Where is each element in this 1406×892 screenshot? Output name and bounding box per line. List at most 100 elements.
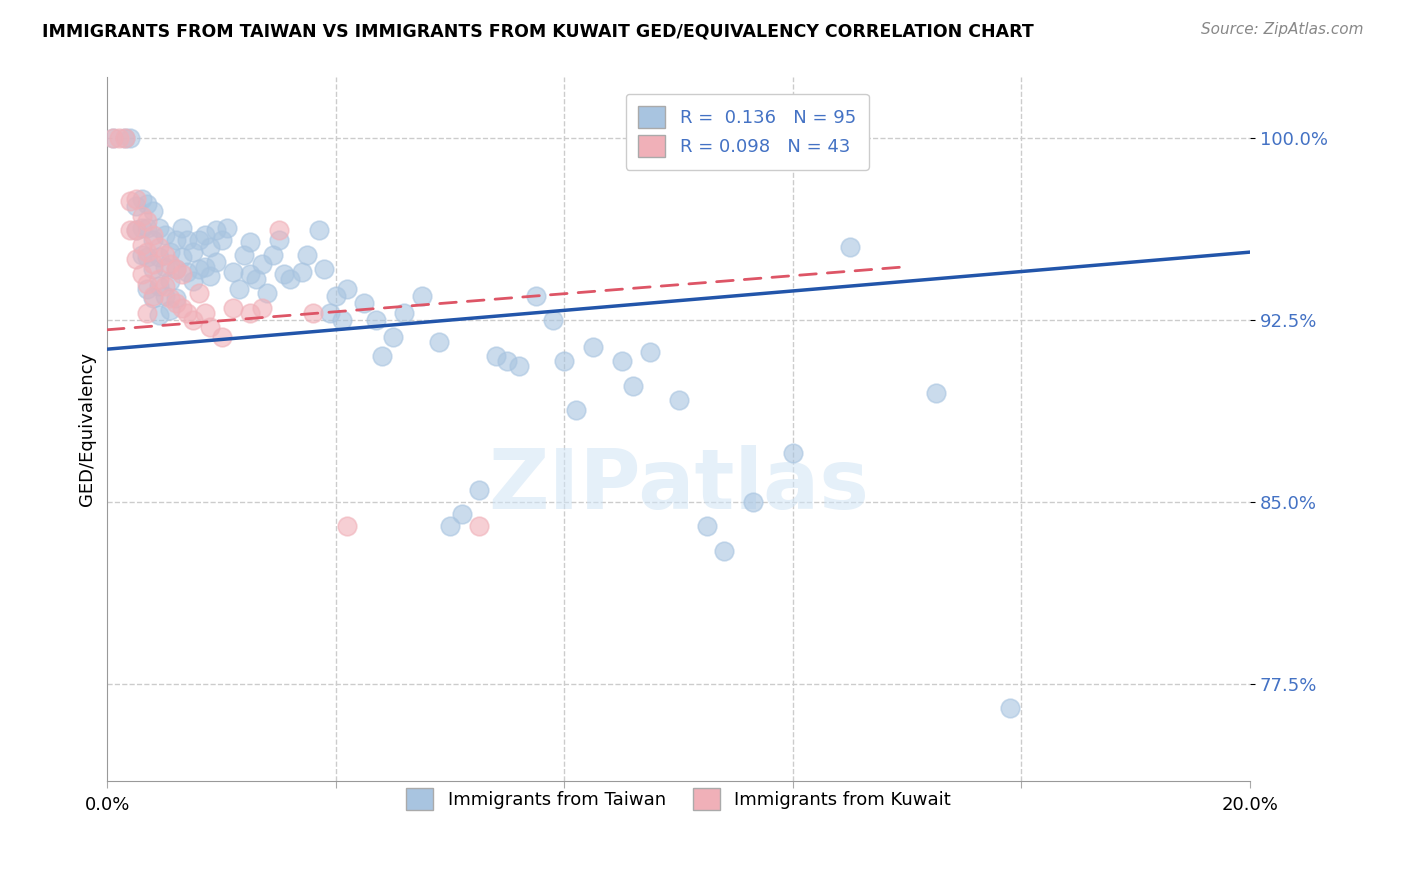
Point bbox=[170, 267, 193, 281]
Point bbox=[165, 262, 187, 277]
Point bbox=[125, 192, 148, 206]
Point bbox=[782, 446, 804, 460]
Point bbox=[314, 262, 336, 277]
Point bbox=[621, 378, 644, 392]
Point bbox=[524, 289, 547, 303]
Point bbox=[364, 313, 387, 327]
Point bbox=[450, 507, 472, 521]
Point bbox=[136, 220, 159, 235]
Point bbox=[136, 277, 159, 291]
Point bbox=[370, 350, 392, 364]
Point bbox=[142, 291, 165, 305]
Point bbox=[148, 250, 170, 264]
Point bbox=[176, 233, 198, 247]
Point bbox=[742, 495, 765, 509]
Point bbox=[325, 289, 347, 303]
Point bbox=[181, 313, 204, 327]
Point bbox=[142, 262, 165, 277]
Point bbox=[136, 250, 159, 264]
Text: ZIPatlas: ZIPatlas bbox=[488, 445, 869, 526]
Point bbox=[336, 281, 359, 295]
Point bbox=[142, 289, 165, 303]
Point bbox=[222, 264, 245, 278]
Point bbox=[565, 402, 588, 417]
Point bbox=[142, 228, 165, 243]
Point bbox=[610, 354, 633, 368]
Point bbox=[193, 228, 215, 243]
Point bbox=[839, 240, 862, 254]
Point bbox=[541, 313, 564, 327]
Point bbox=[187, 262, 209, 277]
Point bbox=[176, 306, 198, 320]
Point bbox=[245, 272, 267, 286]
Point bbox=[211, 330, 233, 344]
Point bbox=[256, 286, 278, 301]
Point bbox=[136, 213, 159, 227]
Point bbox=[131, 209, 153, 223]
Point bbox=[131, 237, 153, 252]
Point bbox=[467, 519, 489, 533]
Point bbox=[187, 233, 209, 247]
Point bbox=[200, 269, 222, 284]
Text: IMMIGRANTS FROM TAIWAN VS IMMIGRANTS FROM KUWAIT GED/EQUIVALENCY CORRELATION CHA: IMMIGRANTS FROM TAIWAN VS IMMIGRANTS FRO… bbox=[42, 22, 1033, 40]
Point bbox=[170, 301, 193, 315]
Point bbox=[696, 519, 718, 533]
Point bbox=[153, 289, 176, 303]
Point bbox=[308, 223, 330, 237]
Point bbox=[136, 245, 159, 260]
Point bbox=[998, 701, 1021, 715]
Point bbox=[125, 223, 148, 237]
Point bbox=[239, 235, 262, 250]
Point bbox=[170, 250, 193, 264]
Point bbox=[382, 330, 405, 344]
Point bbox=[553, 354, 575, 368]
Text: 20.0%: 20.0% bbox=[1222, 796, 1278, 814]
Point bbox=[159, 291, 181, 305]
Point bbox=[200, 240, 222, 254]
Point bbox=[239, 267, 262, 281]
Point bbox=[181, 274, 204, 288]
Point bbox=[148, 220, 170, 235]
Text: 0.0%: 0.0% bbox=[84, 796, 131, 814]
Point bbox=[125, 223, 148, 237]
Point bbox=[297, 247, 319, 261]
Point bbox=[142, 233, 165, 247]
Point bbox=[125, 252, 148, 267]
Point bbox=[159, 274, 181, 288]
Point bbox=[165, 296, 187, 310]
Point bbox=[228, 281, 250, 295]
Legend: Immigrants from Taiwan, Immigrants from Kuwait: Immigrants from Taiwan, Immigrants from … bbox=[392, 774, 966, 825]
Point bbox=[153, 247, 176, 261]
Point bbox=[508, 359, 530, 373]
Point bbox=[925, 385, 948, 400]
Point bbox=[131, 267, 153, 281]
Point bbox=[467, 483, 489, 497]
Point bbox=[394, 306, 416, 320]
Point bbox=[153, 279, 176, 293]
Point bbox=[267, 233, 290, 247]
Point bbox=[496, 354, 519, 368]
Point bbox=[250, 301, 273, 315]
Point bbox=[153, 260, 176, 274]
Point bbox=[125, 199, 148, 213]
Point bbox=[153, 228, 176, 243]
Point bbox=[142, 203, 165, 218]
Point bbox=[193, 306, 215, 320]
Point bbox=[638, 344, 661, 359]
Y-axis label: GED/Equivalency: GED/Equivalency bbox=[79, 352, 96, 507]
Point bbox=[120, 194, 142, 209]
Point bbox=[262, 247, 284, 261]
Point bbox=[187, 286, 209, 301]
Point bbox=[250, 257, 273, 271]
Point bbox=[668, 393, 690, 408]
Point bbox=[267, 223, 290, 237]
Point bbox=[181, 245, 204, 260]
Point bbox=[582, 340, 605, 354]
Point bbox=[148, 272, 170, 286]
Point bbox=[101, 131, 124, 145]
Point bbox=[211, 233, 233, 247]
Point bbox=[291, 264, 314, 278]
Point bbox=[114, 131, 136, 145]
Point bbox=[205, 255, 228, 269]
Point bbox=[101, 131, 124, 145]
